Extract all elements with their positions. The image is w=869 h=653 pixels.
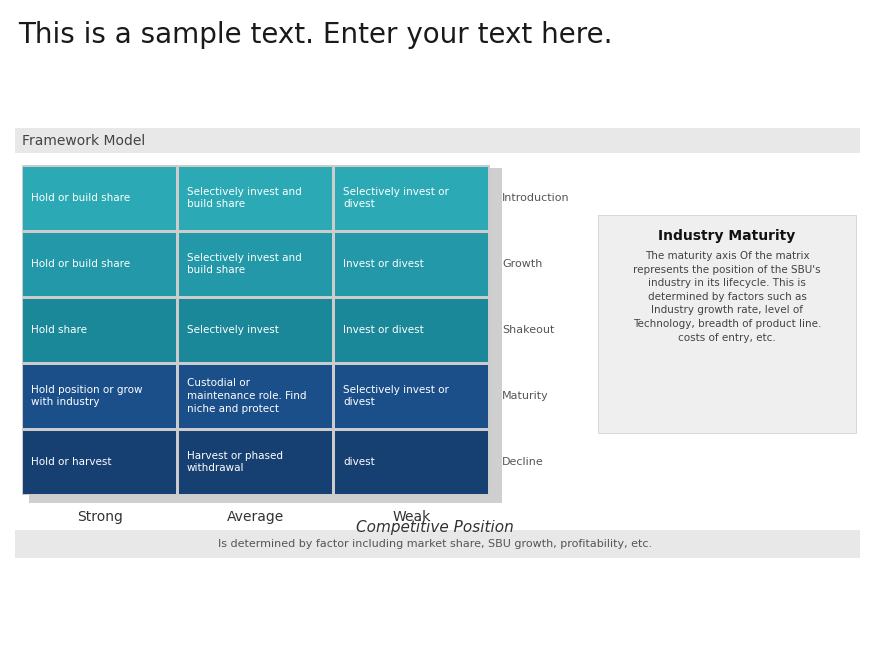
Text: Custodial or
maintenance role. Find
niche and protect: Custodial or maintenance role. Find nich… <box>187 378 306 414</box>
Text: Maturity: Maturity <box>501 391 548 401</box>
Text: Selectively invest or
divest: Selectively invest or divest <box>342 187 448 210</box>
Text: Selectively invest and
build share: Selectively invest and build share <box>187 253 302 276</box>
Text: Invest or divest: Invest or divest <box>342 325 423 335</box>
Bar <box>179 364 332 428</box>
Text: Hold or harvest: Hold or harvest <box>31 457 111 467</box>
Bar <box>335 364 488 428</box>
Text: Shakeout: Shakeout <box>501 325 554 335</box>
Text: Selectively invest or
divest: Selectively invest or divest <box>342 385 448 407</box>
Bar <box>179 298 332 362</box>
Text: Hold or build share: Hold or build share <box>31 259 130 269</box>
Text: Hold position or grow
with industry: Hold position or grow with industry <box>31 385 143 407</box>
Bar <box>23 364 176 428</box>
Bar <box>335 298 488 362</box>
Bar <box>335 232 488 296</box>
Text: Growth: Growth <box>501 259 541 269</box>
Bar <box>179 167 332 229</box>
Bar <box>22 165 489 495</box>
Bar <box>15 128 859 153</box>
Text: Selectively invest and
build share: Selectively invest and build share <box>187 187 302 210</box>
Bar <box>23 167 176 229</box>
Bar <box>179 430 332 494</box>
Bar <box>335 430 488 494</box>
Text: Hold share: Hold share <box>31 325 87 335</box>
Text: Invest or divest: Invest or divest <box>342 259 423 269</box>
Bar <box>23 298 176 362</box>
Text: divest: divest <box>342 457 375 467</box>
Bar <box>179 232 332 296</box>
Text: Strong: Strong <box>77 510 123 524</box>
Text: Introduction: Introduction <box>501 193 569 203</box>
Bar <box>597 215 855 433</box>
Text: Average: Average <box>227 510 284 524</box>
Text: Harvest or phased
withdrawal: Harvest or phased withdrawal <box>187 451 282 473</box>
Bar <box>335 167 488 229</box>
Bar <box>29 168 501 503</box>
Text: Industry Maturity: Industry Maturity <box>658 229 795 243</box>
Bar <box>23 430 176 494</box>
Text: Weak: Weak <box>393 510 431 524</box>
Bar <box>23 232 176 296</box>
Text: The maturity axis Of the matrix
represents the position of the SBU's
industry in: The maturity axis Of the matrix represen… <box>632 251 820 343</box>
Text: This is a sample text. Enter your text here.: This is a sample text. Enter your text h… <box>18 21 612 49</box>
Text: Hold or build share: Hold or build share <box>31 193 130 203</box>
Bar <box>15 530 859 558</box>
Text: Decline: Decline <box>501 457 543 467</box>
Text: Is determined by factor including market share, SBU growth, profitability, etc.: Is determined by factor including market… <box>218 539 651 549</box>
Text: Selectively invest: Selectively invest <box>187 325 279 335</box>
Text: Competitive Position: Competitive Position <box>355 520 514 535</box>
Text: Framework Model: Framework Model <box>22 134 145 148</box>
